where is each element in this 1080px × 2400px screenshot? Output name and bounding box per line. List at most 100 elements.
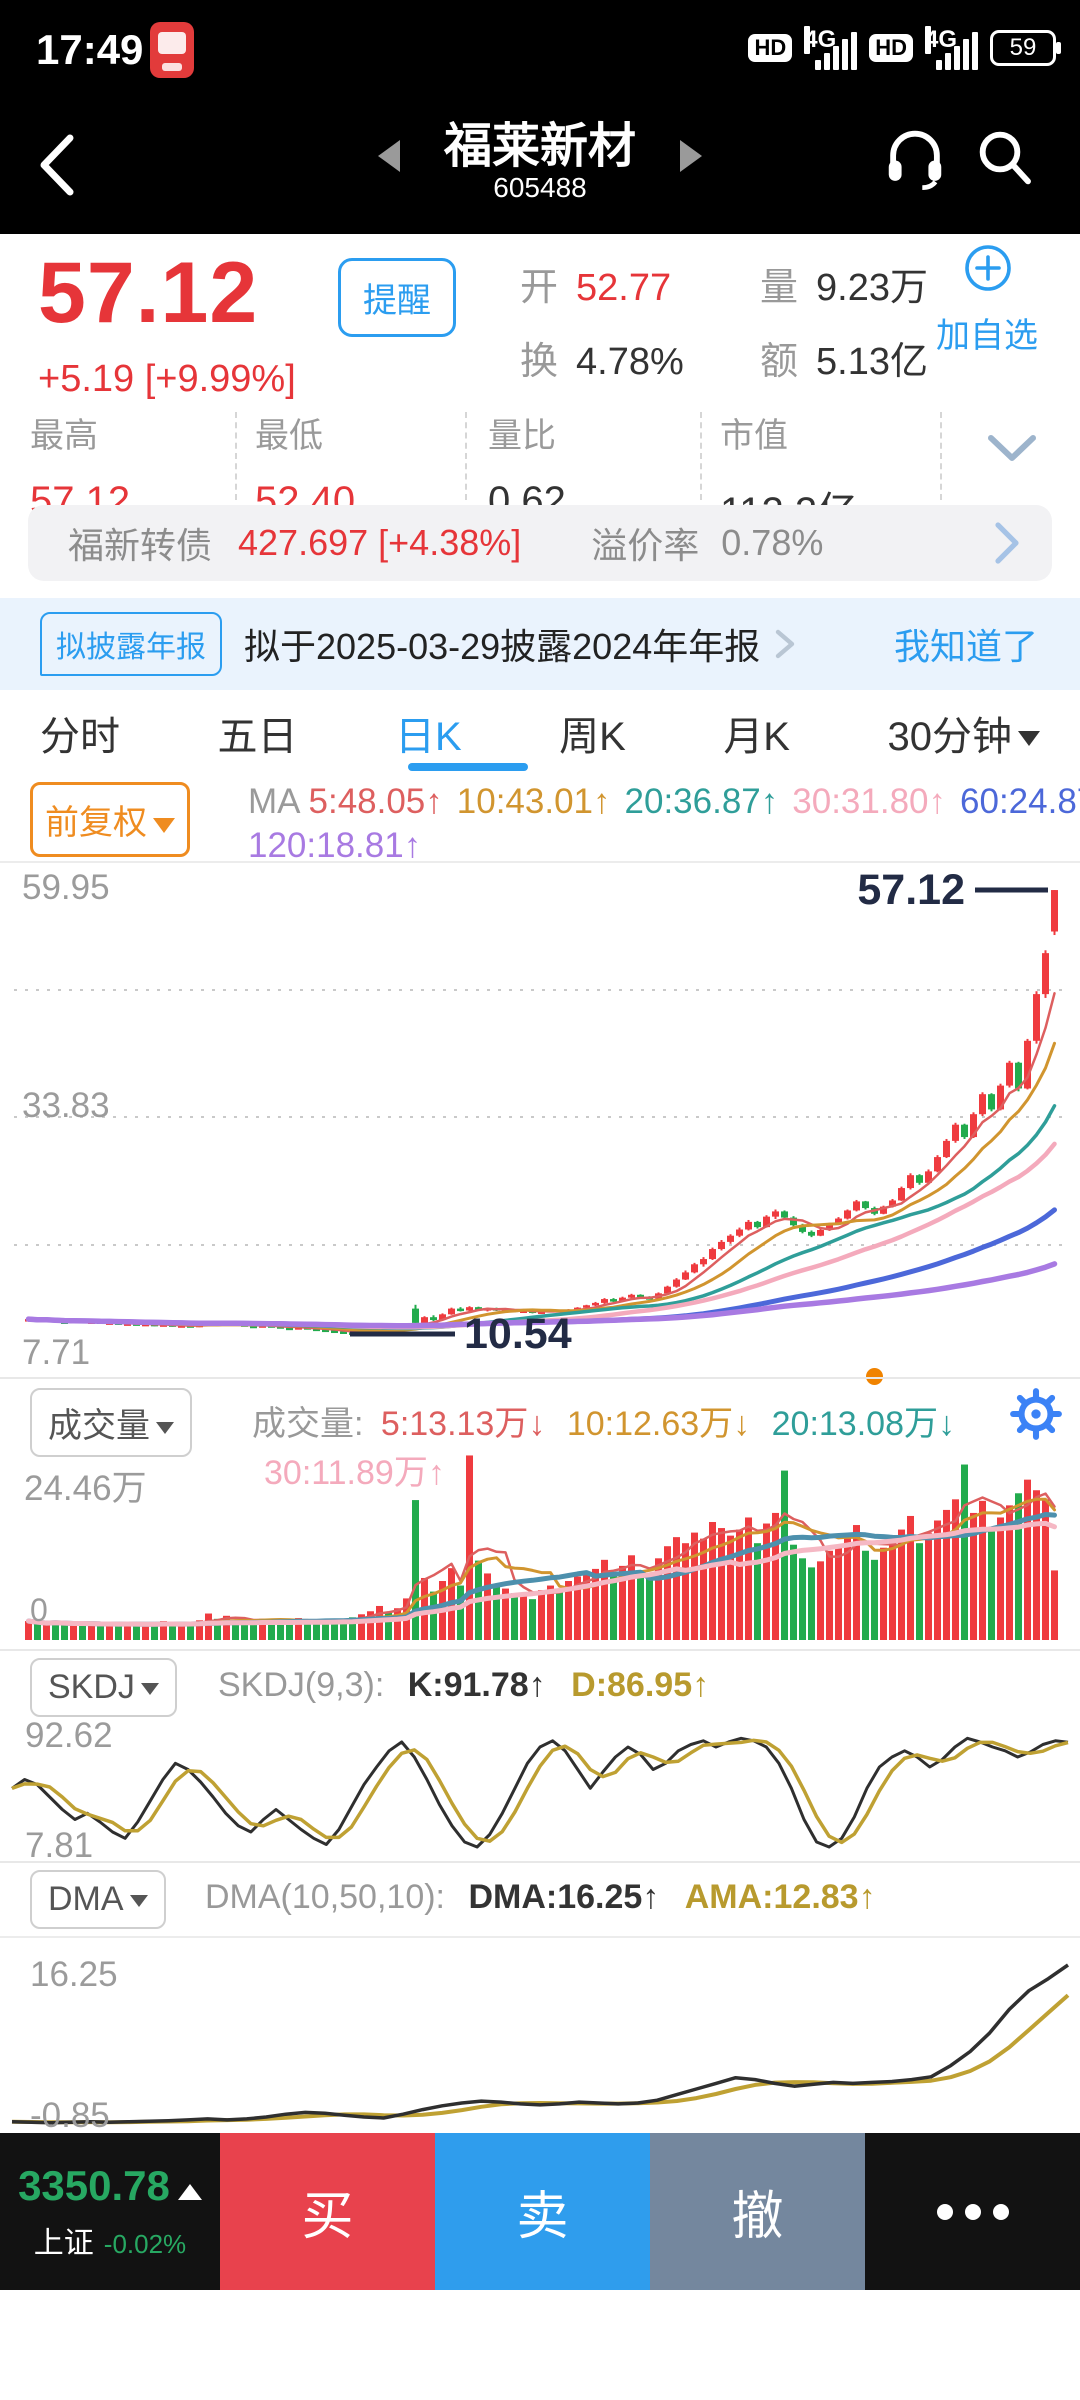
skdj-k-value: K:91.78↑: [407, 1666, 546, 1704]
skdj-ymax-label: 92.62: [25, 1716, 113, 1755]
volume-ma-row: 成交量: 5:13.13万↓ 10:12.63万↓ 20:13.08万↓ 30:…: [252, 1396, 1080, 1494]
chevron-down-icon: [129, 1895, 148, 1908]
announcement-badge: 拟披露年报: [40, 612, 222, 676]
convertible-bond-row[interactable]: 福新转债 427.697 [+4.38%] 溢价率 0.78%: [28, 505, 1052, 581]
ma5-value: 5:48.05↑: [308, 782, 443, 821]
vol-ma10: 10:12.63万↓: [566, 1405, 751, 1443]
price-change: +5.19 [+9.99%]: [38, 358, 296, 400]
back-icon[interactable]: [34, 132, 80, 198]
announcement-banner[interactable]: 拟披露年报 拟于2025-03-29披露2024年年报 我知道了: [0, 598, 1080, 690]
signal-bars-icon-1: 4G: [804, 26, 858, 70]
tab-weekly-k[interactable]: 周K: [559, 714, 626, 759]
dma-value: DMA:16.25↑: [468, 1878, 660, 1916]
hd-voice-icon: HD: [748, 34, 793, 62]
ma60-value: 60:24.87↑: [960, 782, 1080, 821]
ma-label: MA: [248, 782, 301, 821]
dismiss-notice-button[interactable]: 我知道了: [893, 626, 1038, 667]
dma-ymin-label: -0.85: [30, 2096, 110, 2135]
ma120-value: 120:18.81↑: [248, 826, 422, 865]
volume-cell: 量 9.23万: [760, 256, 928, 311]
status-icons: HD 4G HD 4G 59: [748, 20, 1061, 76]
tab-minutes-dropdown[interactable]: 30分钟: [887, 704, 1040, 762]
open-cell: 开 52.77: [520, 267, 672, 309]
chevron-down-icon: [156, 1422, 174, 1435]
alert-button[interactable]: 提醒: [338, 258, 456, 337]
tab-daily-k[interactable]: 日K: [394, 714, 462, 759]
kline-ymin-label: 7.71: [22, 1333, 91, 1372]
bond-name: 福新转债: [68, 525, 213, 566]
volume-value: 9.23万: [816, 267, 928, 309]
tab-minute[interactable]: 分时: [40, 714, 120, 759]
divider: [0, 1861, 1080, 1863]
divider: [700, 412, 702, 500]
vol-ma20: 20:13.08万↓: [771, 1405, 955, 1443]
skdj-chart[interactable]: [0, 1722, 1080, 1860]
volume-ymax-label: 24.46万: [24, 1469, 147, 1508]
index-quote-button[interactable]: 3350.78 上证 -0.02%: [0, 2133, 220, 2290]
skdj-values-row: SKDJ(9,3): K:91.78↑ D:86.95↑: [218, 1666, 709, 1705]
premium-label: 溢价率: [591, 525, 700, 566]
ma-values-row: MA 5:48.05↑ 10:43.01↑ 20:36.87↑ 30:31.80↑ 60:…: [248, 780, 1080, 868]
dma-indicator-button[interactable]: DMA: [30, 1870, 166, 1929]
dma-ymax-label: 16.25: [30, 1955, 118, 1994]
bottom-action-bar: 3350.78 上证 -0.02% 买 卖 撤: [0, 2133, 1080, 2290]
notification-app-icon: [150, 22, 194, 78]
ma20-value: 20:36.87↑: [624, 782, 779, 821]
ma30-value: 30:31.80↑: [792, 782, 947, 821]
expand-stats-icon[interactable]: [985, 432, 1039, 466]
skdj-params: SKDJ(9,3):: [218, 1666, 385, 1704]
ama-value: AMA:12.83↑: [684, 1878, 876, 1916]
announcement-text: 拟于2025-03-29披露2024年年报: [244, 626, 761, 667]
divider: [235, 412, 237, 500]
headset-icon[interactable]: [880, 122, 950, 192]
low-price-annotation: 10.54: [464, 1310, 572, 1358]
chevron-right-icon: [995, 522, 1019, 564]
skdj-indicator-button[interactable]: SKDJ: [30, 1658, 177, 1717]
ma10-value: 10:43.01↑: [456, 782, 611, 821]
turnover-value: 4.78%: [576, 341, 684, 383]
next-stock-icon[interactable]: [680, 140, 702, 172]
premium-value: 0.78%: [721, 522, 824, 563]
add-watchlist-label: 加自选: [936, 317, 1038, 355]
divider: [465, 412, 467, 500]
event-marker-dot[interactable]: [866, 1368, 883, 1385]
tab-monthly-k[interactable]: 月K: [723, 714, 790, 759]
vol-ma30: 30:11.89万↑: [264, 1454, 445, 1492]
kline-ymid-label: 33.83: [22, 1086, 110, 1125]
clock: 17:49: [36, 26, 144, 73]
open-value: 52.77: [576, 267, 672, 309]
divider: [0, 1649, 1080, 1651]
buy-button[interactable]: 买: [220, 2133, 435, 2290]
search-icon[interactable]: [972, 124, 1036, 188]
adjust-mode-button[interactable]: 前复权: [30, 782, 190, 857]
stock-code: 605488: [493, 172, 587, 203]
indicator-settings-gear-icon[interactable]: [1008, 1386, 1064, 1442]
volume-chart[interactable]: [0, 1448, 1080, 1648]
more-actions-button[interactable]: [865, 2133, 1080, 2290]
prev-stock-icon[interactable]: [378, 140, 400, 172]
tab-five-day[interactable]: 五日: [217, 714, 298, 759]
battery-icon: 59: [990, 30, 1061, 66]
sell-button[interactable]: 卖: [435, 2133, 650, 2290]
amount-cell: 额 5.13亿: [760, 330, 928, 385]
add-watchlist-button[interactable]: 加自选: [912, 244, 1062, 357]
volume-indicator-button[interactable]: 成交量: [30, 1388, 192, 1457]
kline-chart[interactable]: [0, 860, 1080, 1378]
vol-ma5: 5:13.13万↓: [380, 1405, 546, 1443]
dma-chart[interactable]: [0, 1935, 1080, 2133]
turnover-cell: 换 4.78%: [520, 341, 684, 383]
cancel-order-button[interactable]: 撤: [650, 2133, 865, 2290]
signal-bars-icon-2: 4G: [925, 26, 978, 70]
index-name: 上证: [33, 2226, 94, 2260]
high-price-annotation: 57.12: [857, 866, 965, 914]
volume-ymin-label: 0: [30, 1592, 48, 1628]
chevron-down-icon: [140, 1683, 159, 1696]
stock-title: 福莱新材: [443, 120, 636, 173]
volume-label: 成交量:: [252, 1405, 364, 1443]
dma-params: DMA(10,50,10):: [205, 1878, 445, 1916]
kline-ymax-label: 59.95: [22, 868, 110, 907]
status-bar: 17:49 HD 4G HD 4G 59: [0, 0, 1080, 96]
divider: [0, 1377, 1080, 1379]
chevron-down-icon: [153, 817, 175, 833]
